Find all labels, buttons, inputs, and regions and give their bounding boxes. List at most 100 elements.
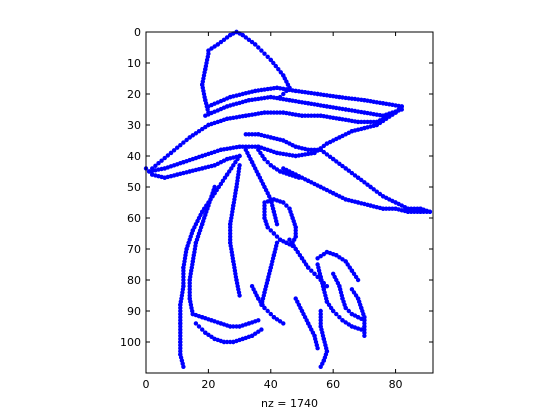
stroke-collar [243, 147, 280, 227]
data-point [256, 45, 261, 50]
data-point [274, 167, 280, 172]
data-point [359, 119, 364, 125]
data-point [175, 145, 180, 150]
y-tick-label: 10 [127, 57, 141, 70]
data-point [200, 327, 205, 332]
data-point [206, 48, 211, 53]
data-point [271, 231, 277, 236]
data-point [234, 324, 239, 329]
data-point [178, 305, 183, 311]
data-point [178, 346, 183, 351]
data-point [312, 147, 317, 152]
data-point [284, 203, 289, 208]
data-point [229, 166, 234, 171]
stroke-glove-fingers [262, 203, 295, 249]
data-point [178, 315, 183, 320]
data-point [228, 228, 233, 233]
data-point [227, 169, 232, 174]
data-point [181, 280, 186, 286]
data-point [215, 42, 220, 47]
data-point [253, 144, 258, 149]
data-point [343, 166, 348, 171]
data-point [187, 277, 192, 283]
data-point [405, 209, 411, 214]
data-point [355, 277, 361, 283]
data-point [412, 209, 417, 214]
data-point [181, 140, 186, 145]
data-point [228, 339, 233, 345]
data-point [274, 234, 280, 239]
data-point [168, 150, 174, 156]
stroke-hat-underside [243, 132, 323, 152]
data-point [277, 319, 283, 324]
data-point [281, 321, 286, 326]
data-point [153, 163, 158, 168]
stroke-brim-right-edge [318, 147, 433, 214]
data-point [196, 129, 202, 134]
data-point [178, 302, 183, 307]
data-point [289, 240, 294, 245]
data-point [171, 148, 177, 153]
y-tick-label: 40 [127, 150, 141, 163]
data-point [193, 131, 199, 136]
data-point [218, 181, 224, 187]
data-point [387, 206, 392, 211]
data-point [271, 60, 276, 66]
data-point [276, 67, 281, 72]
data-point [418, 209, 423, 214]
data-point [281, 200, 286, 205]
data-point [396, 107, 401, 112]
data-point [390, 206, 395, 211]
data-point [287, 237, 292, 242]
data-point [228, 234, 233, 239]
data-point [221, 339, 227, 345]
data-point [262, 206, 267, 211]
data-point [181, 271, 186, 276]
data-point [178, 311, 183, 317]
y-tick-label: 100 [120, 336, 141, 349]
x-tick-label: 60 [326, 378, 340, 391]
data-point [293, 228, 298, 233]
data-point [318, 311, 323, 317]
data-point [212, 44, 217, 49]
data-point [181, 265, 186, 270]
data-point [409, 209, 414, 214]
data-point [256, 318, 261, 323]
data-point [377, 191, 383, 197]
data-point [184, 137, 189, 143]
data-point [274, 222, 280, 227]
data-point [321, 143, 326, 149]
data-point [265, 308, 270, 314]
y-tick-label: 70 [127, 243, 141, 256]
data-point [384, 206, 389, 211]
data-point [293, 88, 298, 94]
data-point [352, 173, 358, 178]
data-point [231, 324, 236, 329]
data-point [362, 315, 367, 320]
data-point [427, 209, 433, 214]
data-point [243, 144, 248, 149]
data-point [321, 149, 326, 155]
data-point [249, 144, 255, 149]
data-point [334, 159, 339, 164]
stroke-lower-hand-cuff [318, 308, 330, 369]
stroke-hat-crown-left [206, 29, 245, 53]
stroke-cloak-front [228, 163, 242, 298]
data-point [326, 302, 332, 307]
data-point [302, 113, 308, 118]
stroke-cloak-back [178, 153, 242, 369]
data-point [187, 280, 192, 286]
y-tick-label: 50 [127, 181, 141, 194]
data-point [399, 104, 404, 109]
data-point [415, 206, 420, 211]
data-point [253, 132, 258, 137]
data-point [178, 330, 183, 335]
data-point [187, 135, 192, 140]
data-point [365, 119, 370, 125]
data-point [193, 321, 199, 326]
data-point [399, 107, 404, 112]
data-point [351, 271, 357, 276]
data-point [355, 97, 361, 102]
data-point [181, 364, 186, 369]
data-point [309, 147, 314, 152]
